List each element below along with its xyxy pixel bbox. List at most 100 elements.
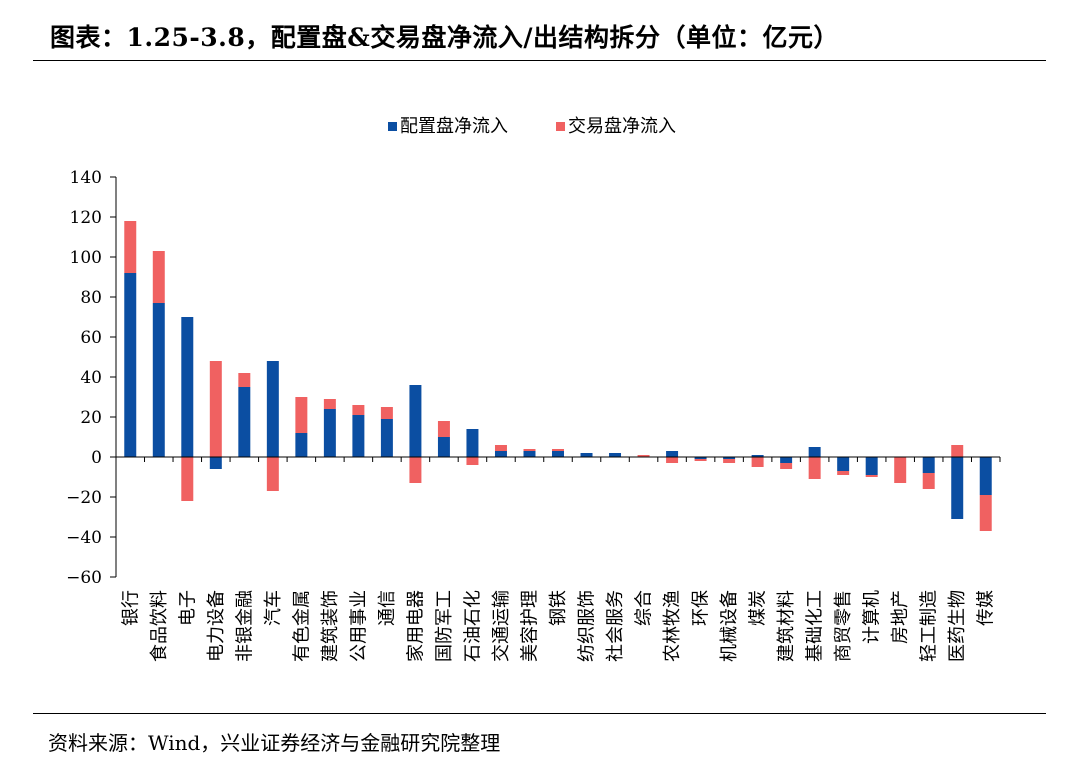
category-label: 家用电器 bbox=[405, 590, 426, 662]
category-label: 机械设备 bbox=[719, 590, 740, 662]
bar-trading-2 bbox=[181, 457, 194, 501]
bar-trading-14 bbox=[523, 449, 536, 451]
y-tick-label: 100 bbox=[70, 248, 102, 268]
bar-allocation-25 bbox=[837, 457, 850, 471]
legend: 配置盘净流入 交易盘净流入 bbox=[388, 116, 676, 137]
y-tick-label: 40 bbox=[80, 368, 102, 388]
bar-allocation-29 bbox=[951, 457, 964, 519]
bar-trading-27 bbox=[894, 457, 907, 483]
bar-allocation-13 bbox=[494, 451, 507, 457]
legend-swatch-trading bbox=[556, 122, 565, 131]
bar-allocation-21 bbox=[723, 457, 736, 459]
bar-trading-5 bbox=[266, 457, 279, 491]
bar-allocation-10 bbox=[409, 385, 422, 457]
bar-allocation-12 bbox=[466, 429, 479, 457]
bar-trading-18 bbox=[637, 455, 650, 457]
category-label: 交通运输 bbox=[491, 590, 512, 662]
bar-trading-7 bbox=[323, 399, 336, 409]
bar-trading-15 bbox=[552, 449, 564, 451]
bar-trading-24 bbox=[808, 457, 821, 479]
bar-allocation-1 bbox=[152, 303, 165, 457]
title-rule bbox=[33, 60, 1046, 61]
bar-allocation-2 bbox=[181, 317, 194, 457]
bar-trading-22 bbox=[751, 457, 764, 467]
y-tick-label: 80 bbox=[80, 288, 102, 308]
bar-allocation-14 bbox=[523, 451, 536, 457]
bar-trading-29 bbox=[951, 445, 964, 457]
bar-trading-28 bbox=[922, 473, 935, 489]
y-tick-label: −40 bbox=[66, 528, 102, 548]
category-label: 汽车 bbox=[263, 590, 284, 626]
category-label: 银行 bbox=[120, 590, 141, 626]
legend-swatch-allocation bbox=[388, 122, 397, 131]
category-label: 计算机 bbox=[862, 590, 883, 644]
bar-trading-26 bbox=[865, 475, 878, 477]
bar-allocation-22 bbox=[751, 455, 764, 457]
bar-allocation-4 bbox=[238, 387, 251, 457]
bar-allocation-15 bbox=[552, 451, 564, 457]
y-tick-label: −20 bbox=[66, 488, 102, 508]
y-tick-label: 0 bbox=[91, 448, 102, 468]
bar-allocation-0 bbox=[124, 273, 137, 457]
category-label: 建筑材料 bbox=[776, 590, 797, 662]
bar-allocation-5 bbox=[266, 361, 279, 457]
source-note: 资料来源：Wind，兴业证券经济与金融研究院整理 bbox=[48, 731, 501, 755]
bar-trading-10 bbox=[409, 457, 422, 483]
bar-allocation-17 bbox=[609, 453, 622, 457]
bar-allocation-16 bbox=[580, 453, 593, 457]
bar-trading-6 bbox=[295, 397, 308, 433]
category-label: 环保 bbox=[691, 590, 712, 626]
category-label: 国防军工 bbox=[434, 590, 455, 662]
category-label: 食品饮料 bbox=[149, 590, 170, 662]
bar-trading-12 bbox=[466, 457, 479, 465]
category-label: 轻工制造 bbox=[919, 590, 940, 662]
category-label: 建筑装饰 bbox=[320, 590, 341, 662]
bar-trading-25 bbox=[837, 471, 850, 475]
bars bbox=[124, 221, 992, 531]
bar-trading-20 bbox=[694, 459, 707, 461]
y-tick-label: 60 bbox=[80, 328, 102, 348]
category-label: 农林牧渔 bbox=[662, 590, 683, 662]
category-label: 医药生物 bbox=[947, 590, 968, 662]
category-label: 房地产 bbox=[890, 590, 911, 644]
bar-allocation-24 bbox=[808, 447, 821, 457]
y-tick-label: 120 bbox=[70, 208, 102, 228]
category-label: 美容护理 bbox=[519, 590, 540, 662]
bar-trading-1 bbox=[152, 251, 165, 303]
bar-allocation-11 bbox=[437, 437, 450, 457]
chart-title: 图表：1.25-3.8，配置盘&交易盘净流入/出结构拆分（单位：亿元） bbox=[50, 23, 839, 52]
category-label: 综合 bbox=[634, 590, 655, 626]
bar-trading-19 bbox=[666, 457, 679, 463]
bar-allocation-19 bbox=[666, 451, 679, 457]
y-tick-label: 140 bbox=[70, 168, 102, 188]
bar-allocation-30 bbox=[979, 457, 992, 495]
category-label: 钢铁 bbox=[548, 590, 569, 626]
bar-allocation-26 bbox=[865, 457, 878, 475]
bar-allocation-6 bbox=[295, 433, 308, 457]
category-label: 有色金属 bbox=[291, 590, 312, 662]
category-label: 非银金融 bbox=[234, 590, 255, 662]
category-label: 商贸零售 bbox=[833, 590, 854, 662]
bar-trading-9 bbox=[380, 407, 393, 419]
bar-trading-13 bbox=[494, 445, 507, 451]
bar-trading-30 bbox=[979, 495, 992, 531]
category-label: 社会服务 bbox=[605, 590, 626, 662]
stacked-bar-chart: 配置盘净流入 交易盘净流入 −60 −40 −20 0 20 40 60 80 100 120 140… bbox=[66, 116, 1001, 662]
axes bbox=[110, 176, 1001, 578]
category-label: 纺织服饰 bbox=[577, 590, 598, 662]
bar-allocation-23 bbox=[780, 457, 793, 463]
bar-allocation-9 bbox=[380, 419, 393, 457]
bar-trading-0 bbox=[124, 221, 137, 273]
bar-allocation-3 bbox=[209, 457, 222, 469]
category-label: 石油石化 bbox=[462, 590, 483, 662]
category-labels: 银行 食品饮料 电子 电力设备 非银金融 汽车 有色金属 建筑装饰 公用事业 通信 家用电器 国防军工… bbox=[120, 590, 996, 662]
legend-label-allocation: 配置盘净流入 bbox=[400, 116, 508, 137]
category-label: 基础化工 bbox=[805, 590, 826, 662]
category-label: 通信 bbox=[377, 590, 398, 626]
category-label: 传媒 bbox=[976, 590, 997, 626]
category-label: 电力设备 bbox=[206, 590, 227, 662]
bar-allocation-8 bbox=[352, 415, 365, 457]
bar-allocation-7 bbox=[323, 409, 336, 457]
bar-trading-23 bbox=[780, 463, 793, 469]
y-tick-labels: −60 −40 −20 0 20 40 60 80 100 120 140 bbox=[66, 168, 102, 588]
